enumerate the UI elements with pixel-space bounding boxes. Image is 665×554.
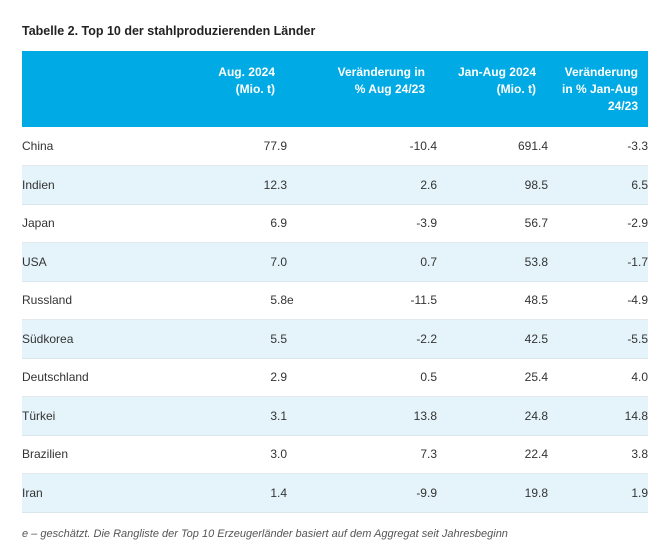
cell-jan-aug: 691.4 xyxy=(437,127,548,166)
header-chg-line2: % Aug 24/23 xyxy=(354,82,425,96)
cell-change-aug: -2.2 xyxy=(309,319,437,359)
cell-jan-aug: 48.5 xyxy=(437,281,548,320)
cell-country: China xyxy=(22,127,152,166)
cell-change-jan-aug: -1.7 xyxy=(548,242,648,282)
cell-aug: 1.4 xyxy=(152,473,287,513)
cell-country: Deutschland xyxy=(22,358,152,397)
cell-change-jan-aug: 14.8 xyxy=(548,396,648,436)
table-row: Russland 5.8 e -11.5 48.5 -4.9 xyxy=(22,281,648,320)
table-row: Iran 1.4 -9.9 19.8 1.9 xyxy=(22,473,648,513)
cell-change-aug: -11.5 xyxy=(309,281,437,320)
cell-estimate-flag xyxy=(287,165,309,205)
table-row: Türkei 3.1 13.8 24.8 14.8 xyxy=(22,396,648,436)
cell-estimate-flag xyxy=(287,435,309,474)
table-footnote: e – geschätzt. Die Rangliste der Top 10 … xyxy=(22,528,508,540)
header-ytdchg-line1: Veränderung xyxy=(564,65,638,79)
table-row: Deutschland 2.9 0.5 25.4 4.0 xyxy=(22,358,648,397)
cell-estimate-flag xyxy=(287,396,309,436)
header-aug-line1: Aug. 2024 xyxy=(218,65,275,79)
cell-jan-aug: 25.4 xyxy=(437,358,548,397)
cell-change-aug: 13.8 xyxy=(309,396,437,436)
cell-aug: 5.5 xyxy=(152,319,287,359)
cell-aug: 3.1 xyxy=(152,396,287,436)
header-jan-aug-2024: Jan-Aug 2024 (Mio. t) xyxy=(437,51,548,127)
cell-country: Indien xyxy=(22,165,152,205)
header-country xyxy=(22,51,152,127)
cell-change-jan-aug: -4.9 xyxy=(548,281,648,320)
cell-aug: 6.9 xyxy=(152,204,287,243)
cell-aug: 7.0 xyxy=(152,242,287,282)
header-aug-line2: (Mio. t) xyxy=(235,82,275,96)
cell-country: USA xyxy=(22,242,152,282)
cell-change-jan-aug: 3.8 xyxy=(548,435,648,474)
cell-change-jan-aug: -3.3 xyxy=(548,127,648,166)
cell-jan-aug: 53.8 xyxy=(437,242,548,282)
cell-jan-aug: 56.7 xyxy=(437,204,548,243)
table-row: China 77.9 -10.4 691.4 -3.3 xyxy=(22,127,648,166)
cell-change-aug: 2.6 xyxy=(309,165,437,205)
cell-change-jan-aug: -5.5 xyxy=(548,319,648,359)
cell-jan-aug: 22.4 xyxy=(437,435,548,474)
header-ytdchg-line2: in % Jan-Aug xyxy=(561,82,638,96)
table-row: Japan 6.9 -3.9 56.7 -2.9 xyxy=(22,204,648,243)
cell-estimate-flag xyxy=(287,319,309,359)
cell-estimate-flag: e xyxy=(287,281,309,320)
cell-estimate-flag xyxy=(287,358,309,397)
cell-jan-aug: 24.8 xyxy=(437,396,548,436)
cell-change-aug: 0.5 xyxy=(309,358,437,397)
cell-estimate-flag xyxy=(287,127,309,166)
header-ytdchg-line3: 24/23 xyxy=(607,99,638,113)
header-estimate xyxy=(287,51,309,127)
cell-aug: 3.0 xyxy=(152,435,287,474)
steel-production-table: Aug. 2024 (Mio. t) Veränderung in % Aug … xyxy=(22,51,648,513)
cell-change-jan-aug: 4.0 xyxy=(548,358,648,397)
cell-change-aug: 0.7 xyxy=(309,242,437,282)
table-row: USA 7.0 0.7 53.8 -1.7 xyxy=(22,242,648,282)
cell-estimate-flag xyxy=(287,242,309,282)
cell-change-aug: -9.9 xyxy=(309,473,437,513)
cell-change-aug: 7.3 xyxy=(309,435,437,474)
table-header-row: Aug. 2024 (Mio. t) Veränderung in % Aug … xyxy=(22,51,648,127)
cell-jan-aug: 98.5 xyxy=(437,165,548,205)
cell-country: Iran xyxy=(22,473,152,513)
cell-jan-aug: 42.5 xyxy=(437,319,548,359)
cell-aug: 12.3 xyxy=(152,165,287,205)
header-aug-2024: Aug. 2024 (Mio. t) xyxy=(152,51,287,127)
cell-change-jan-aug: 6.5 xyxy=(548,165,648,205)
cell-country: Japan xyxy=(22,204,152,243)
header-chg-line1: Veränderung in xyxy=(337,65,425,79)
header-change-aug: Veränderung in % Aug 24/23 xyxy=(309,51,437,127)
header-ytd-line2: (Mio. t) xyxy=(496,82,536,96)
table-row: Brazilien 3.0 7.3 22.4 3.8 xyxy=(22,435,648,474)
cell-country: Südkorea xyxy=(22,319,152,359)
table-row: Südkorea 5.5 -2.2 42.5 -5.5 xyxy=(22,319,648,359)
cell-aug: 2.9 xyxy=(152,358,287,397)
cell-aug: 5.8 xyxy=(152,281,287,320)
cell-change-aug: -3.9 xyxy=(309,204,437,243)
cell-change-aug: -10.4 xyxy=(309,127,437,166)
cell-change-jan-aug: -2.9 xyxy=(548,204,648,243)
cell-aug: 77.9 xyxy=(152,127,287,166)
table-title: Tabelle 2. Top 10 der stahlproduzierende… xyxy=(22,24,316,38)
cell-change-jan-aug: 1.9 xyxy=(548,473,648,513)
table-row: Indien 12.3 2.6 98.5 6.5 xyxy=(22,165,648,205)
cell-country: Türkei xyxy=(22,396,152,436)
cell-estimate-flag xyxy=(287,473,309,513)
cell-jan-aug: 19.8 xyxy=(437,473,548,513)
header-change-jan-aug: Veränderung in % Jan-Aug 24/23 xyxy=(548,51,648,127)
cell-country: Brazilien xyxy=(22,435,152,474)
cell-estimate-flag xyxy=(287,204,309,243)
header-ytd-line1: Jan-Aug 2024 xyxy=(457,65,536,79)
cell-country: Russland xyxy=(22,281,152,320)
